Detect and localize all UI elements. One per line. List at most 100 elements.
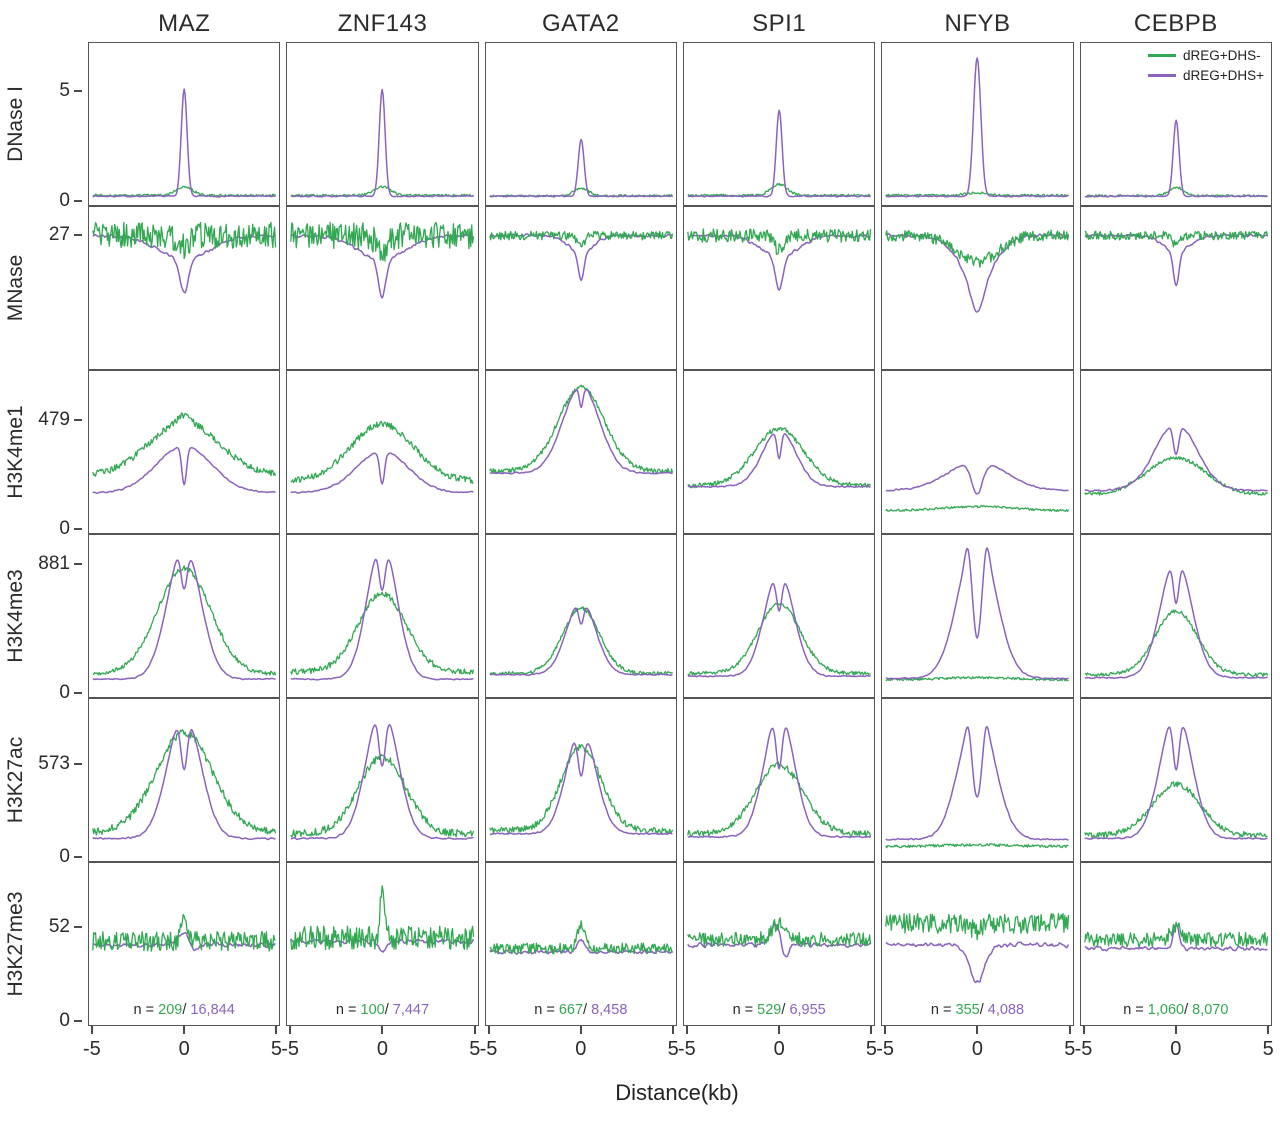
panel-h3k4me1-cebpb [1079, 370, 1272, 534]
x-tick-label: -5 [281, 1038, 300, 1060]
legend-item-dreg-dhs: dREG+DHS- [1147, 48, 1264, 63]
legend-label: dREG+DHS+ [1182, 68, 1264, 83]
plot-lines [684, 535, 874, 697]
x-tick-label: 0 [971, 1038, 984, 1060]
panel-h3k4me3-maz [88, 534, 281, 698]
counts-dreg-dhs-plus: 8,458 [591, 1002, 628, 1018]
plot-lines [89, 863, 279, 1025]
plot-lines [486, 371, 676, 533]
plot-lines [287, 699, 477, 861]
column-header-maz: MAZ [158, 10, 211, 37]
legend: dREG+DHS-dREG+DHS+ [1147, 48, 1264, 83]
y-tick-label: 52 [48, 915, 70, 937]
legend-line-swatch [1147, 74, 1176, 77]
site-counts-nfyb: n = 355/ 4,088 [882, 1002, 1072, 1018]
plot-lines [1081, 207, 1271, 369]
plot-lines [89, 371, 279, 533]
plot-lines [882, 371, 1072, 533]
panel-h3k4me3-cebpb [1079, 534, 1272, 698]
panel-dnase-i-maz [88, 42, 281, 206]
column-header-spi1: SPI1 [752, 10, 807, 37]
panel-mnase-cebpb [1079, 206, 1272, 370]
legend-label: dREG+DHS- [1182, 48, 1261, 63]
legend-line-swatch [1147, 54, 1176, 57]
column-header-cebpb: CEBPB [1133, 10, 1218, 37]
x-tick-mark [183, 1026, 186, 1034]
plot-lines [684, 863, 874, 1025]
counts-dreg-dhs-minus: 100 [360, 1002, 385, 1018]
column-header-gata2: GATA2 [542, 10, 620, 37]
x-tick-mark [381, 1026, 384, 1034]
x-tick-mark [1082, 1026, 1085, 1034]
x-tick-mark [275, 1026, 278, 1034]
x-tick-label: 0 [178, 1038, 190, 1060]
counts-prefix: n = [534, 1002, 559, 1018]
panel-mnase-znf143 [286, 206, 479, 370]
panel-h3k27me3-nfyb: n = 355/ 4,088 [881, 862, 1074, 1026]
y-tick-mark [74, 763, 82, 766]
plot-lines [486, 535, 676, 697]
plot-lines [486, 863, 676, 1025]
plot-lines [1081, 863, 1271, 1025]
counts-separator: / [182, 1002, 191, 1018]
panel-h3k4me3-gata2 [484, 534, 677, 698]
x-tick-label: 5 [865, 1038, 878, 1060]
plot-lines [287, 43, 477, 205]
row-label-h3k4me3: H3K4me3 [4, 569, 27, 663]
x-tick-label: 0 [773, 1038, 785, 1060]
plot-lines [882, 535, 1072, 697]
plot-lines [287, 207, 477, 369]
panel-dnase-i-nfyb [881, 42, 1074, 206]
x-axis-title: Distance(kb) [615, 1080, 739, 1105]
counts-dreg-dhs-minus: 667 [558, 1002, 584, 1018]
plot-lines [1081, 371, 1271, 533]
plot-lines [287, 371, 477, 533]
y-tick-mark [74, 925, 82, 928]
x-tick-mark [473, 1026, 476, 1034]
x-tick-label: -5 [1074, 1038, 1093, 1060]
x-tick-mark [487, 1026, 490, 1034]
panel-h3k4me1-nfyb [881, 370, 1074, 534]
y-tick-mark [74, 1020, 82, 1023]
counts-separator: / [583, 1002, 592, 1018]
x-ticks-spi1: -5 0 5 [678, 1026, 878, 1072]
x-tick-mark [1174, 1026, 1177, 1034]
x-tick-mark [870, 1026, 873, 1034]
x-tick-mark [976, 1026, 979, 1034]
panel-h3k27me3-gata2: n = 667/ 8,458 [484, 862, 677, 1026]
panel-h3k27me3-znf143: n = 100/ 7,447 [286, 862, 479, 1026]
counts-dreg-dhs-minus: 355 [955, 1002, 980, 1018]
y-tick-label: 0 [59, 190, 70, 212]
x-tick-label: 0 [1170, 1038, 1182, 1060]
plot-lines [1081, 699, 1271, 861]
row-label-h3k4me1: H3K4me1 [4, 405, 27, 499]
panel-h3k4me3-znf143 [286, 534, 479, 698]
y-tick-mark [74, 562, 82, 565]
site-counts-znf143: n = 100/ 7,447 [287, 1002, 477, 1018]
y-tick-label: 881 [38, 552, 70, 574]
y-tick-mark [74, 234, 82, 236]
site-counts-gata2: n = 667/ 8,458 [486, 1002, 676, 1018]
panel-dnase-i-cebpb: dREG+DHS-dREG+DHS+ [1079, 42, 1272, 206]
y-axis-gutter-h3k4me3: H3K4me3 881 0 [2, 534, 82, 703]
x-tick-mark [672, 1026, 675, 1034]
y-tick-label: 5 [59, 79, 70, 101]
plot-lines [89, 699, 279, 861]
legend-item-dreg-dhs: dREG+DHS+ [1147, 68, 1264, 83]
panel-h3k4me1-maz [88, 370, 281, 534]
panel-h3k27ac-gata2 [484, 698, 677, 862]
row-label-h3k27me3: H3K27me3 [4, 891, 27, 997]
panel-dnase-i-spi1 [682, 42, 876, 206]
counts-dreg-dhs-plus: 4,088 [987, 1002, 1025, 1018]
plot-lines [684, 43, 874, 205]
plot-lines [882, 207, 1072, 369]
y-tick-mark [74, 89, 82, 92]
x-tick-mark [289, 1026, 292, 1034]
x-tick-label: 5 [667, 1038, 679, 1060]
panel-dnase-i-znf143 [286, 42, 479, 206]
panel-h3k27me3-cebpb: n = 1,060/ 8,070 [1079, 862, 1272, 1026]
x-ticks-gata2: -5 0 5 [480, 1026, 679, 1072]
panel-h3k27me3-maz: n = 209/ 16,844 [88, 862, 281, 1026]
plot-lines [89, 535, 279, 697]
